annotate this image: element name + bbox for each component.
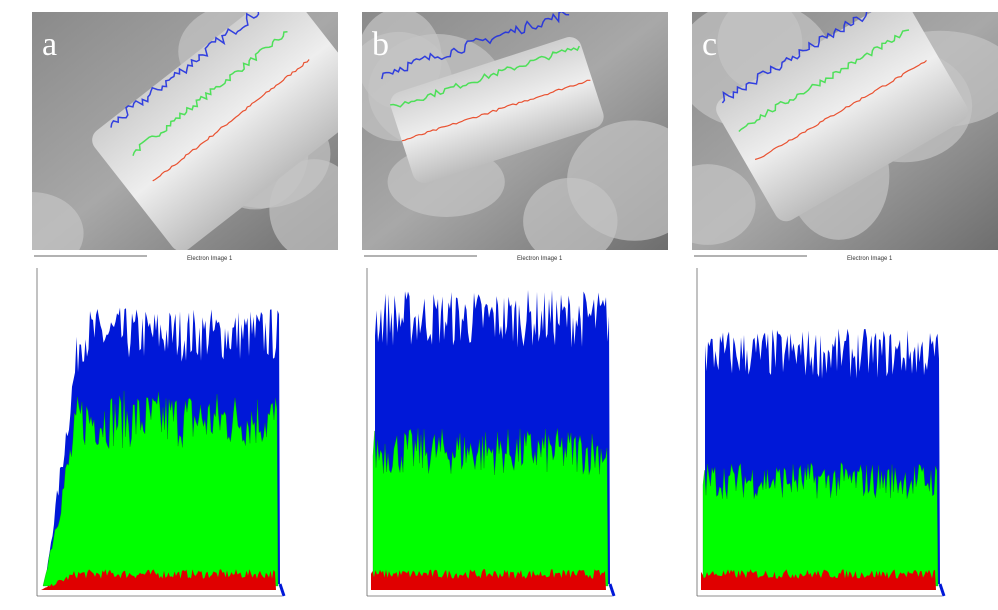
- scan-line: [401, 79, 591, 142]
- profile: [701, 569, 936, 590]
- profile: [371, 569, 606, 590]
- sem-image: [692, 12, 998, 250]
- profile: [41, 569, 276, 590]
- profile: [702, 461, 939, 587]
- caption: Electron Image 1: [187, 256, 233, 262]
- depth-edge: [938, 583, 946, 597]
- particle: [692, 164, 756, 245]
- caption: Electron Image 1: [517, 256, 563, 262]
- panel-label: c: [702, 26, 717, 63]
- depth-edge: [608, 583, 616, 597]
- panel-label: b: [372, 26, 389, 63]
- scan-line: [132, 31, 288, 156]
- scan-line: [110, 12, 260, 128]
- scan-line: [738, 29, 910, 133]
- panel: a Electron Image 1: [32, 12, 338, 597]
- scan-line: [152, 59, 310, 182]
- profile: [42, 390, 279, 587]
- depth-edge: [278, 583, 286, 597]
- sem-image: [362, 12, 668, 250]
- scan-line: [754, 59, 927, 161]
- caption: Electron Image 1: [847, 256, 893, 262]
- scan-line: [721, 12, 872, 104]
- particle: [32, 192, 84, 250]
- sem-image: [32, 12, 338, 250]
- panel-label: a: [42, 26, 57, 63]
- scan-line: [381, 12, 570, 80]
- profile: [372, 428, 609, 587]
- particle: [523, 177, 618, 250]
- particle: [269, 159, 338, 250]
- panel: b Electron Image 1: [362, 12, 668, 597]
- panel: c Electron Image 1: [692, 12, 998, 597]
- scan-line: [390, 45, 580, 108]
